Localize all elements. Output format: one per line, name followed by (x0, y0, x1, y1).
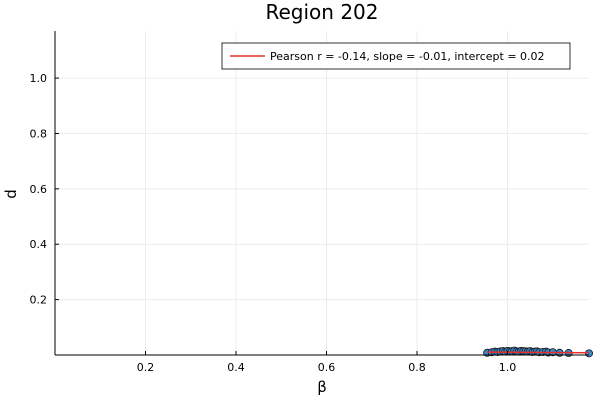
x-tick-label: 0.4 (227, 361, 245, 374)
x-tick-label: 0.6 (318, 361, 336, 374)
x-tick-label: 1.0 (499, 361, 517, 374)
y-tick-label: 0.8 (30, 127, 48, 140)
y-tick-label: 0.2 (30, 294, 48, 307)
grid-lines (55, 31, 589, 355)
legend: Pearson r = -0.14, slope = -0.01, interc… (221, 42, 571, 70)
tick-labels: 0.2 0.4 0.6 0.8 1.0 0.2 0.4 0.6 0.8 1.0 (30, 72, 517, 374)
y-tick-label: 0.6 (30, 183, 48, 196)
axes (54, 31, 589, 356)
legend-box (221, 42, 571, 70)
x-tick-label: 0.8 (408, 361, 426, 374)
x-axis-label: β (317, 378, 327, 396)
y-tick-label: 0.4 (30, 238, 48, 251)
y-axis-label: d (2, 189, 20, 199)
fit-line (487, 351, 590, 354)
x-tick-label: 0.2 (137, 361, 155, 374)
y-tick-label: 1.0 (30, 72, 48, 85)
legend-label: Pearson r = -0.14, slope = -0.01, interc… (270, 50, 545, 63)
chart-title: Region 202 (266, 0, 379, 24)
